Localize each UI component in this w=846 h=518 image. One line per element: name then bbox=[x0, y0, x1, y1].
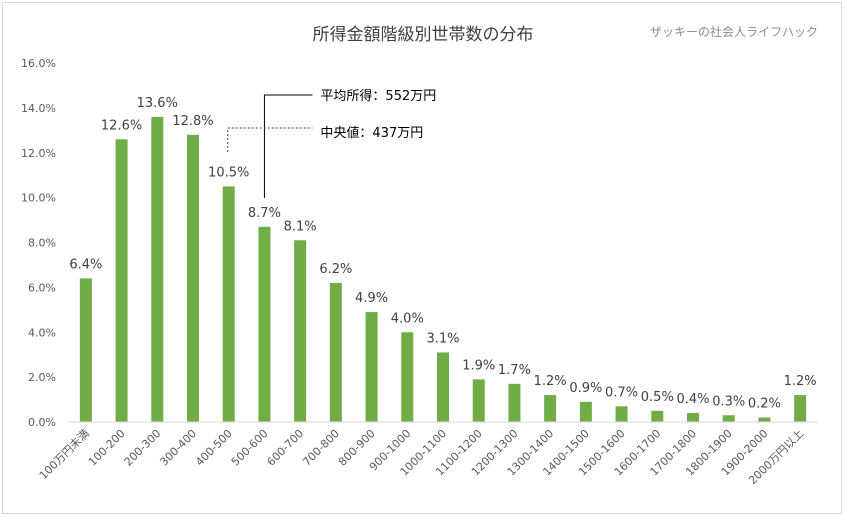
x-tick-label: 400-500 bbox=[193, 427, 235, 469]
bar bbox=[615, 406, 628, 422]
x-tick-label: 700-800 bbox=[300, 427, 342, 469]
data-label: 6.4% bbox=[69, 257, 102, 272]
data-label: 13.6% bbox=[137, 96, 178, 111]
data-label: 8.7% bbox=[248, 206, 281, 221]
bar bbox=[687, 413, 699, 422]
y-tick-label: 0.0% bbox=[28, 416, 56, 429]
x-tick-label: 100-200 bbox=[86, 427, 128, 469]
data-label: 12.6% bbox=[101, 118, 142, 133]
bar bbox=[472, 379, 485, 422]
data-labels-group: 6.4% 12.6% 13.6% 12.8% 10.5% 8.7%8.1% 6.2%4.9%… bbox=[69, 96, 816, 412]
data-label: 1.9% bbox=[462, 358, 495, 373]
x-tick-label: 600-700 bbox=[265, 427, 307, 469]
y-tick-label: 10.0% bbox=[21, 192, 56, 205]
bar bbox=[758, 417, 771, 422]
x-axis: 100万円未満100-200200-300300-400400-500500-6… bbox=[37, 421, 818, 487]
data-label: 10.5% bbox=[208, 165, 249, 180]
x-tick-label: 500-600 bbox=[229, 427, 271, 469]
data-label: 0.3% bbox=[712, 394, 745, 409]
data-label: 1.2% bbox=[784, 374, 817, 389]
bar bbox=[115, 139, 128, 422]
bar bbox=[508, 383, 521, 422]
bar bbox=[651, 410, 664, 422]
data-label: 4.0% bbox=[391, 311, 424, 326]
y-tick-label: 4.0% bbox=[28, 326, 56, 339]
data-label: 12.8% bbox=[172, 114, 213, 129]
data-label: 0.9% bbox=[569, 381, 602, 396]
bar bbox=[79, 278, 92, 422]
bar bbox=[794, 395, 807, 422]
data-label: 0.2% bbox=[748, 397, 781, 412]
mean-callout-label: 平均所得：552万円 bbox=[320, 88, 436, 104]
chart-title: 所得金額階級別世帯数の分布 bbox=[312, 25, 534, 45]
data-label: 0.5% bbox=[641, 390, 674, 405]
x-tick-label: 100万円未満 bbox=[37, 427, 92, 482]
mean-callout-line bbox=[263, 94, 313, 198]
data-label: 1.2% bbox=[534, 374, 567, 389]
bar bbox=[187, 134, 199, 423]
y-axis: 0.0% 2.0% 4.0% 6.0% 8.0% 10.0% 12.0% 14.0% 16.0% bbox=[21, 57, 56, 429]
data-label: 4.9% bbox=[355, 291, 388, 306]
y-tick-label: 14.0% bbox=[21, 102, 56, 115]
bar bbox=[401, 332, 414, 422]
median-callout-line bbox=[227, 127, 313, 152]
data-label: 0.7% bbox=[605, 385, 638, 400]
bar bbox=[544, 395, 557, 422]
y-tick-label: 16.0% bbox=[21, 57, 56, 70]
bar bbox=[579, 401, 592, 422]
bar bbox=[151, 116, 164, 422]
data-label: 8.1% bbox=[284, 219, 317, 234]
bars-group bbox=[79, 116, 807, 423]
bar bbox=[258, 226, 271, 422]
median-callout-label: 中央値：437万円 bbox=[320, 125, 423, 141]
bar bbox=[365, 312, 378, 422]
x-tick-label: 300-400 bbox=[157, 427, 199, 469]
y-tick-label: 12.0% bbox=[21, 147, 56, 160]
bar bbox=[722, 415, 735, 422]
data-label: 1.7% bbox=[498, 363, 531, 378]
data-label: 6.2% bbox=[319, 262, 352, 277]
y-tick-label: 8.0% bbox=[28, 237, 56, 250]
bar bbox=[222, 186, 235, 422]
bar bbox=[294, 240, 307, 422]
data-label: 0.4% bbox=[676, 392, 709, 407]
bar bbox=[437, 352, 449, 422]
x-tick-label: 200-300 bbox=[122, 427, 164, 469]
y-tick-label: 6.0% bbox=[28, 281, 56, 294]
watermark-text: ザッキーの社会人ライフハック bbox=[649, 25, 818, 39]
data-label: 3.1% bbox=[426, 331, 459, 346]
y-tick-label: 2.0% bbox=[28, 371, 56, 384]
bar bbox=[329, 282, 342, 422]
